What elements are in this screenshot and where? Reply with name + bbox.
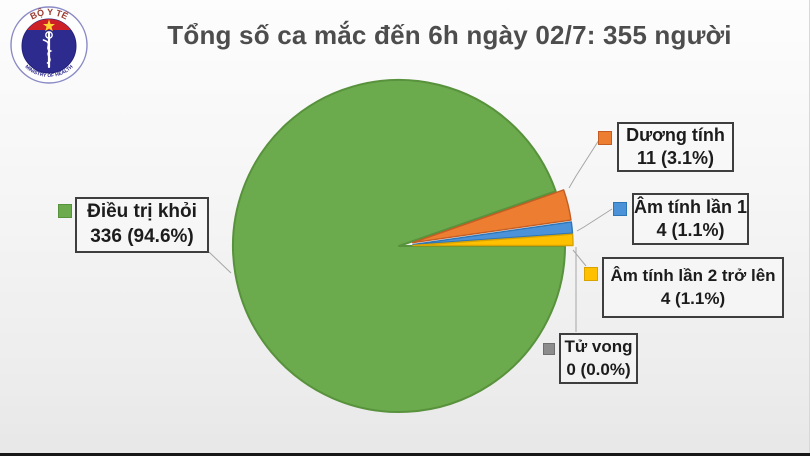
logo-asclepius-staff-icon <box>42 31 53 68</box>
pie-slice-3 <box>412 233 574 247</box>
callout-leader-line-1 <box>568 139 600 189</box>
callout-label: Âm tính lần 2 trở lên <box>610 266 776 286</box>
legend-marker-am-tinh-lan-1 <box>613 202 627 216</box>
pie-slice-2 <box>412 221 574 246</box>
pie-slice-0 <box>232 79 566 413</box>
callout-value: 4 (1.1%) <box>660 288 726 308</box>
ministry-of-health-logo: BỘ Y TẾ MINISTRY OF HEALTH <box>10 6 88 84</box>
callout-label: Âm tính lần 1 <box>634 196 748 217</box>
callout-label: Tử vong <box>564 337 633 357</box>
logo-top-text: BỘ Y TẾ <box>28 6 69 21</box>
callout-label: Điều trị khỏi <box>87 201 197 223</box>
callout-value: 11 (3.1%) <box>636 148 715 168</box>
callout-duong-tinh: Dương tính 11 (3.1%) <box>617 122 734 172</box>
callout-value: 0 (0.0%) <box>566 359 631 379</box>
callout-am-tinh-lan-1: Âm tính lần 1 4 (1.1%) <box>632 193 749 245</box>
legend-marker-am-tinh-lan-2 <box>584 267 598 281</box>
callout-label: Dương tính <box>626 124 725 145</box>
callout-value: 336 (94.6%) <box>90 226 194 247</box>
chart-title: Tổng số ca mắc đến 6h ngày 02/7: 355 ngư… <box>167 20 732 50</box>
bottom-divider <box>0 453 810 456</box>
callout-leader-line-0 <box>208 251 232 274</box>
callout-dieu-tri-khoi: Điều trị khỏi 336 (94.6%) <box>75 197 209 253</box>
logo-star-icon <box>43 19 55 32</box>
callout-am-tinh-lan-2: Âm tính lần 2 trở lên 4 (1.1%) <box>602 257 784 318</box>
callout-leader-line-2 <box>576 208 613 232</box>
legend-marker-dieu-tri-khoi <box>58 204 72 218</box>
legend-marker-duong-tinh <box>598 131 612 145</box>
legend-marker-tu-vong <box>543 343 555 355</box>
callout-tu-vong: Tử vong 0 (0.0%) <box>559 333 638 384</box>
pie-slice-1 <box>411 189 572 244</box>
callout-value: 4 (1.1%) <box>656 220 725 240</box>
callout-leader-line-3 <box>572 249 587 267</box>
